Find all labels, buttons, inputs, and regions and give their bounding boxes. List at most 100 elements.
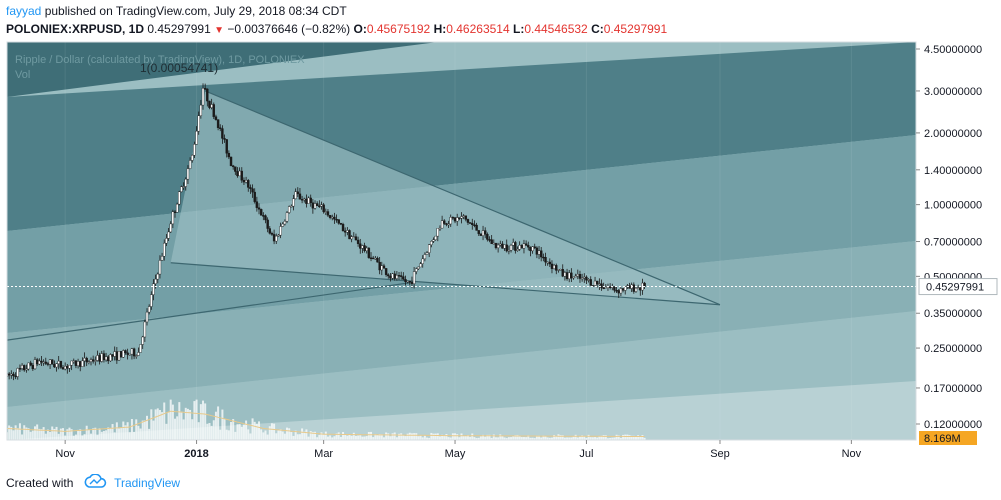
candle-body (399, 275, 403, 277)
volume-bar (29, 431, 32, 440)
tradingview-link[interactable]: TradingView (114, 476, 181, 490)
time-axis[interactable]: Nov 2018 Mar May Jul Sep Nov (55, 440, 862, 460)
volume-bar (410, 433, 413, 440)
candle-body (300, 199, 304, 201)
candle-body (42, 361, 45, 364)
candle-body (387, 274, 390, 277)
volume-bar (391, 433, 394, 440)
candle-body (188, 160, 192, 169)
volume-bar (602, 435, 605, 440)
volume-bar (370, 431, 373, 440)
candle-body (587, 279, 590, 281)
volume-bar (25, 427, 28, 440)
candle-body (563, 272, 567, 277)
volume-bar (402, 435, 405, 440)
volume-bar (329, 435, 332, 440)
volume-bar (417, 436, 420, 440)
volume-bar (441, 434, 444, 440)
candle-body (156, 273, 159, 280)
volume-bar (522, 437, 525, 440)
close-value: 0.45297991 (603, 22, 668, 36)
volume-bar (609, 437, 612, 440)
candle-body (382, 265, 386, 269)
volume-bar (634, 435, 637, 440)
volume-bar (212, 420, 215, 440)
volume-bar (404, 436, 407, 440)
volume-bar (322, 434, 325, 440)
candle-body (44, 361, 47, 364)
volume-bar (421, 437, 424, 440)
volume-bar (361, 436, 364, 440)
volume-bar (516, 434, 519, 440)
volume-bar (372, 437, 375, 440)
volume-bar (413, 433, 416, 440)
volume-bar (572, 436, 575, 440)
candle-body (348, 230, 351, 240)
volume-bar (232, 419, 235, 440)
open-value: 0.45675192 (366, 22, 431, 36)
volume-bar (109, 428, 112, 440)
volume-bar (55, 426, 58, 440)
volume-bar (600, 435, 603, 440)
candle-body (455, 217, 459, 222)
price-change: −0.00376646 (−0.82%) (227, 22, 351, 36)
volume-bar (497, 437, 500, 440)
candle-body (505, 244, 508, 252)
volume-bar (566, 437, 569, 440)
candle-body (193, 144, 196, 156)
volume-bar (561, 435, 564, 440)
volume-bar (546, 437, 549, 440)
volume-bar (314, 431, 317, 440)
volume-bar (540, 437, 543, 440)
candle-body (634, 287, 638, 292)
candle-body (264, 215, 267, 221)
volume-bar (443, 435, 446, 440)
volume-bar (46, 429, 49, 440)
volume-bar (120, 427, 123, 440)
volume-bar (130, 419, 133, 440)
price-chart[interactable]: Ripple / Dollar (calculated by TradingVi… (0, 41, 1001, 467)
volume-bar (10, 426, 13, 440)
tradingview-cloud-icon[interactable] (83, 473, 107, 493)
candle-body (404, 279, 407, 282)
candles (7, 83, 646, 381)
volume-bar (167, 412, 170, 440)
candle-body (35, 359, 39, 365)
volume-bar (434, 433, 437, 440)
candle-body (27, 362, 30, 370)
volume-bar (23, 425, 26, 440)
candle-body (298, 193, 302, 200)
candle-body (624, 286, 627, 291)
volume-bar (624, 434, 627, 440)
volume-bar (163, 402, 166, 440)
volume-bar (193, 401, 196, 440)
author-link[interactable]: fayyad (6, 4, 42, 18)
candle-body (128, 353, 131, 356)
candle-body (20, 365, 24, 369)
candle-body (643, 282, 646, 287)
volume-bar (31, 430, 34, 440)
candle-body (371, 257, 375, 260)
x-tick-label: Nov (842, 448, 862, 460)
candle-body (447, 223, 450, 226)
volume-bar (398, 433, 401, 440)
candle-body (72, 360, 75, 363)
candle-body (397, 275, 401, 277)
volume-bar (169, 399, 172, 440)
candle-body (96, 355, 99, 361)
volume-bar (643, 437, 646, 440)
volume-bar (242, 424, 245, 440)
volume-bar (81, 435, 84, 440)
candle-body (281, 223, 284, 227)
open-label: O: (353, 22, 367, 36)
candle-body (492, 242, 496, 245)
price-axis[interactable]: 4.50000000 3.00000000 2.00000000 1.40000000… (916, 44, 982, 431)
candle-body (10, 373, 13, 376)
candle-body (311, 202, 315, 209)
volume-bar (277, 430, 280, 440)
volume-bar (240, 426, 243, 440)
candle-body (253, 191, 256, 202)
candle-body (143, 321, 147, 338)
plot-frame (6, 41, 917, 441)
volume-bar (432, 433, 435, 440)
